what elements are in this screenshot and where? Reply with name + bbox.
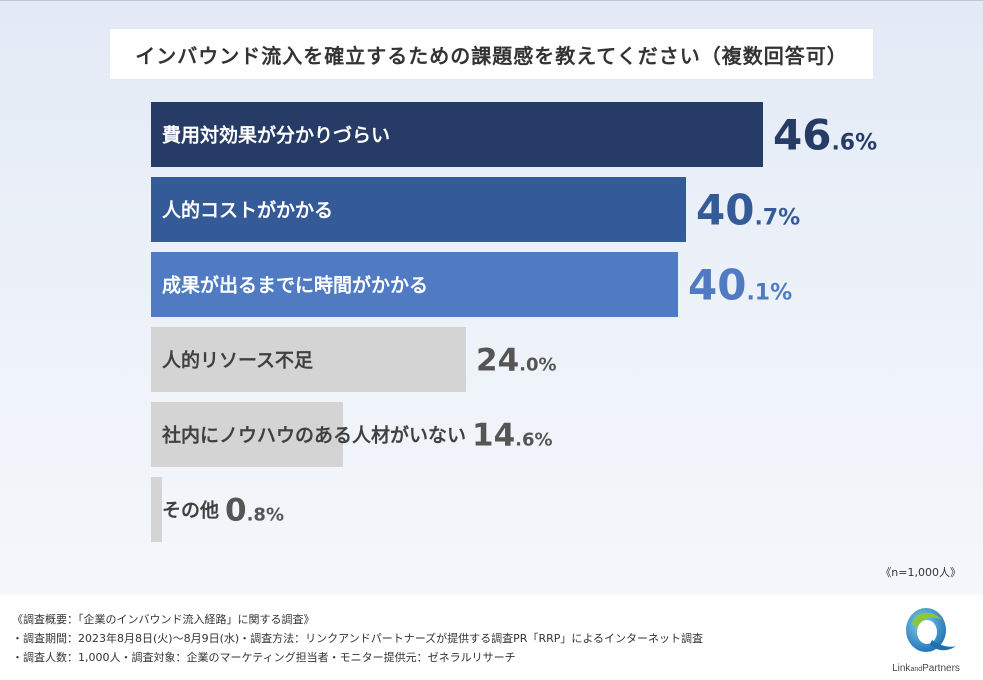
footer-line-period: ・調査期間：2023年8月8日(火)〜8月9日(水)・調査方法：リンクアンドパー…	[12, 632, 704, 645]
bar-5	[151, 402, 343, 467]
value-label-2: 40.7%	[696, 186, 800, 235]
value-label-6: 0.8%	[225, 493, 284, 529]
category-label-2: 人的コストがかかる	[162, 199, 333, 222]
chart-title: インバウンド流入を確立するための課題感を教えてください（複数回答可）	[110, 29, 873, 79]
bar-2	[151, 177, 686, 242]
value-label-5: 14.6%	[472, 418, 553, 454]
sample-size-note: 《n=1,000人》	[880, 566, 961, 579]
category-label-6: その他	[162, 499, 219, 522]
bar-chart: 費用対効果が分かりづらい 46.6% 人的コストがかかる 40.7% 成果が出るまでに時…	[151, 102, 877, 542]
category-label-3: 成果が出るまでに時間がかかる	[162, 274, 428, 297]
value-label-4: 24.0%	[476, 343, 557, 379]
bar-3	[151, 252, 678, 317]
bar-6	[151, 477, 162, 542]
value-label-3: 40.1%	[688, 261, 792, 310]
logo-text: LinkandPartners	[892, 663, 960, 674]
footer-line-overview: 《調査概要：「企業のインバウンド流入経路」に関する調査》	[12, 613, 315, 626]
bar-4	[151, 327, 466, 392]
bar-1	[151, 102, 763, 167]
chart-panel: インバウンド流入を確立するための課題感を教えてください（複数回答可） 費用対効果…	[0, 0, 983, 595]
category-label-5: 社内にノウハウのある人材がいない	[161, 424, 466, 447]
footer-line-subjects: ・調査人数：1,000人・調査対象：企業のマーケティング担当者・モニター提供元：…	[12, 651, 516, 664]
value-label-1: 46.6%	[773, 111, 877, 160]
logo-mark-icon	[906, 608, 956, 652]
category-label-4: 人的リソース不足	[162, 349, 314, 372]
survey-footer: 《調査概要：「企業のインバウンド流入経路」に関する調査》 ・調査期間：2023年…	[12, 610, 872, 667]
company-logo: LinkandPartners	[884, 602, 968, 674]
category-label-1: 費用対効果が分かりづらい	[162, 124, 390, 147]
